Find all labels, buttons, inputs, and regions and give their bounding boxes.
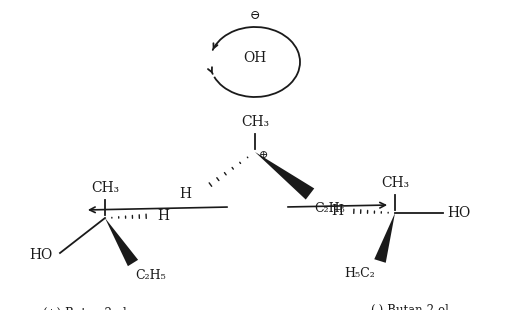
Text: ⊖: ⊖ bbox=[250, 9, 260, 22]
Text: ⊕: ⊕ bbox=[258, 150, 268, 160]
Text: (-)-Butan-2-ol: (-)-Butan-2-ol bbox=[371, 303, 449, 310]
Text: (+)-Butan-2-ol: (+)-Butan-2-ol bbox=[43, 307, 127, 310]
Text: HO: HO bbox=[447, 206, 470, 220]
Text: H₅C₂: H₅C₂ bbox=[344, 267, 375, 280]
Polygon shape bbox=[105, 218, 138, 266]
Text: H: H bbox=[157, 209, 169, 223]
Text: C₂H₅: C₂H₅ bbox=[135, 269, 166, 282]
Text: CH₃: CH₃ bbox=[91, 181, 119, 195]
Text: HO: HO bbox=[30, 248, 53, 262]
Polygon shape bbox=[374, 213, 395, 263]
Text: H: H bbox=[179, 187, 191, 201]
Text: CH₃: CH₃ bbox=[241, 115, 269, 129]
Text: C₂H₅: C₂H₅ bbox=[314, 202, 345, 215]
Text: CH₃: CH₃ bbox=[381, 176, 409, 190]
Text: H: H bbox=[331, 204, 343, 218]
Text: OH: OH bbox=[243, 51, 267, 65]
Polygon shape bbox=[255, 152, 314, 200]
